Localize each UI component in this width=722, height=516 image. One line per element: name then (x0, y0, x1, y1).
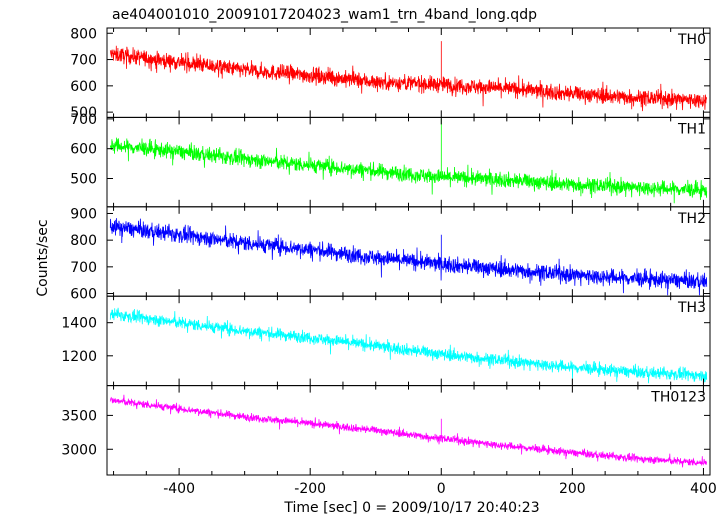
panel-frame (106, 206, 711, 297)
series-label-th1: TH1 (677, 121, 706, 137)
y-tick-label: 900 (70, 206, 97, 222)
chart-title: ae404001010_20091017204023_wam1_trn_4ban… (112, 7, 537, 23)
x-tick-labels: -400 -200 0 200 400 (163, 481, 717, 497)
series-line-th0 (109, 41, 708, 112)
y-tick-label: 500 (70, 171, 97, 187)
y-tick-label: 600 (70, 287, 97, 303)
y-tick-label: 1400 (61, 316, 97, 332)
panel-frame (106, 27, 711, 118)
y-tick-label: 3500 (61, 408, 97, 424)
y-tick-label: 3000 (61, 442, 97, 458)
panel-th0123: 3000 3500 TH0123 (61, 385, 711, 476)
panel-th1: 500 600 700 TH1 (70, 112, 711, 208)
y-tick-label: 800 (70, 233, 97, 249)
series-label-th0123: TH0123 (650, 390, 706, 406)
x-axis-label: Time [sec] 0 = 2009/10/17 20:40:23 (283, 500, 539, 516)
y-tick-label: 700 (70, 112, 97, 128)
panel-th3: 1200 1400 TH3 (61, 295, 711, 387)
series-line-th2 (109, 218, 708, 296)
x-tick-label: 0 (437, 481, 446, 497)
panel-th0: 500 600 700 800 TH0 (70, 26, 711, 121)
panel-frame (106, 385, 711, 476)
series-line-th0123 (109, 394, 708, 468)
x-tick-label: 400 (690, 481, 717, 497)
y-axis-label: Counts/sec (35, 219, 51, 296)
y-tick-label: 700 (70, 260, 97, 276)
y-tick-label: 1200 (61, 349, 97, 365)
y-tick-label: 700 (70, 53, 97, 69)
series-line-th1 (109, 118, 708, 204)
x-tick-label: -200 (294, 481, 326, 497)
y-tick-label: 800 (70, 26, 97, 42)
y-tick-label: 600 (70, 142, 97, 158)
series-label-th2: TH2 (677, 211, 706, 227)
x-tick-label: 200 (559, 481, 586, 497)
x-tick-label: -400 (163, 481, 195, 497)
series-line-th3 (109, 307, 708, 384)
panel-th2: 600 700 800 900 TH2 (70, 206, 711, 303)
y-tick-label: 500 (70, 105, 97, 121)
panels: 500 600 700 800 TH0 500 600 700 TH1 600 700 800 900 T… (61, 26, 716, 497)
series-label-th0: TH0 (677, 32, 706, 48)
y-tick-label: 600 (70, 79, 97, 95)
series-label-th3: TH3 (677, 300, 706, 316)
